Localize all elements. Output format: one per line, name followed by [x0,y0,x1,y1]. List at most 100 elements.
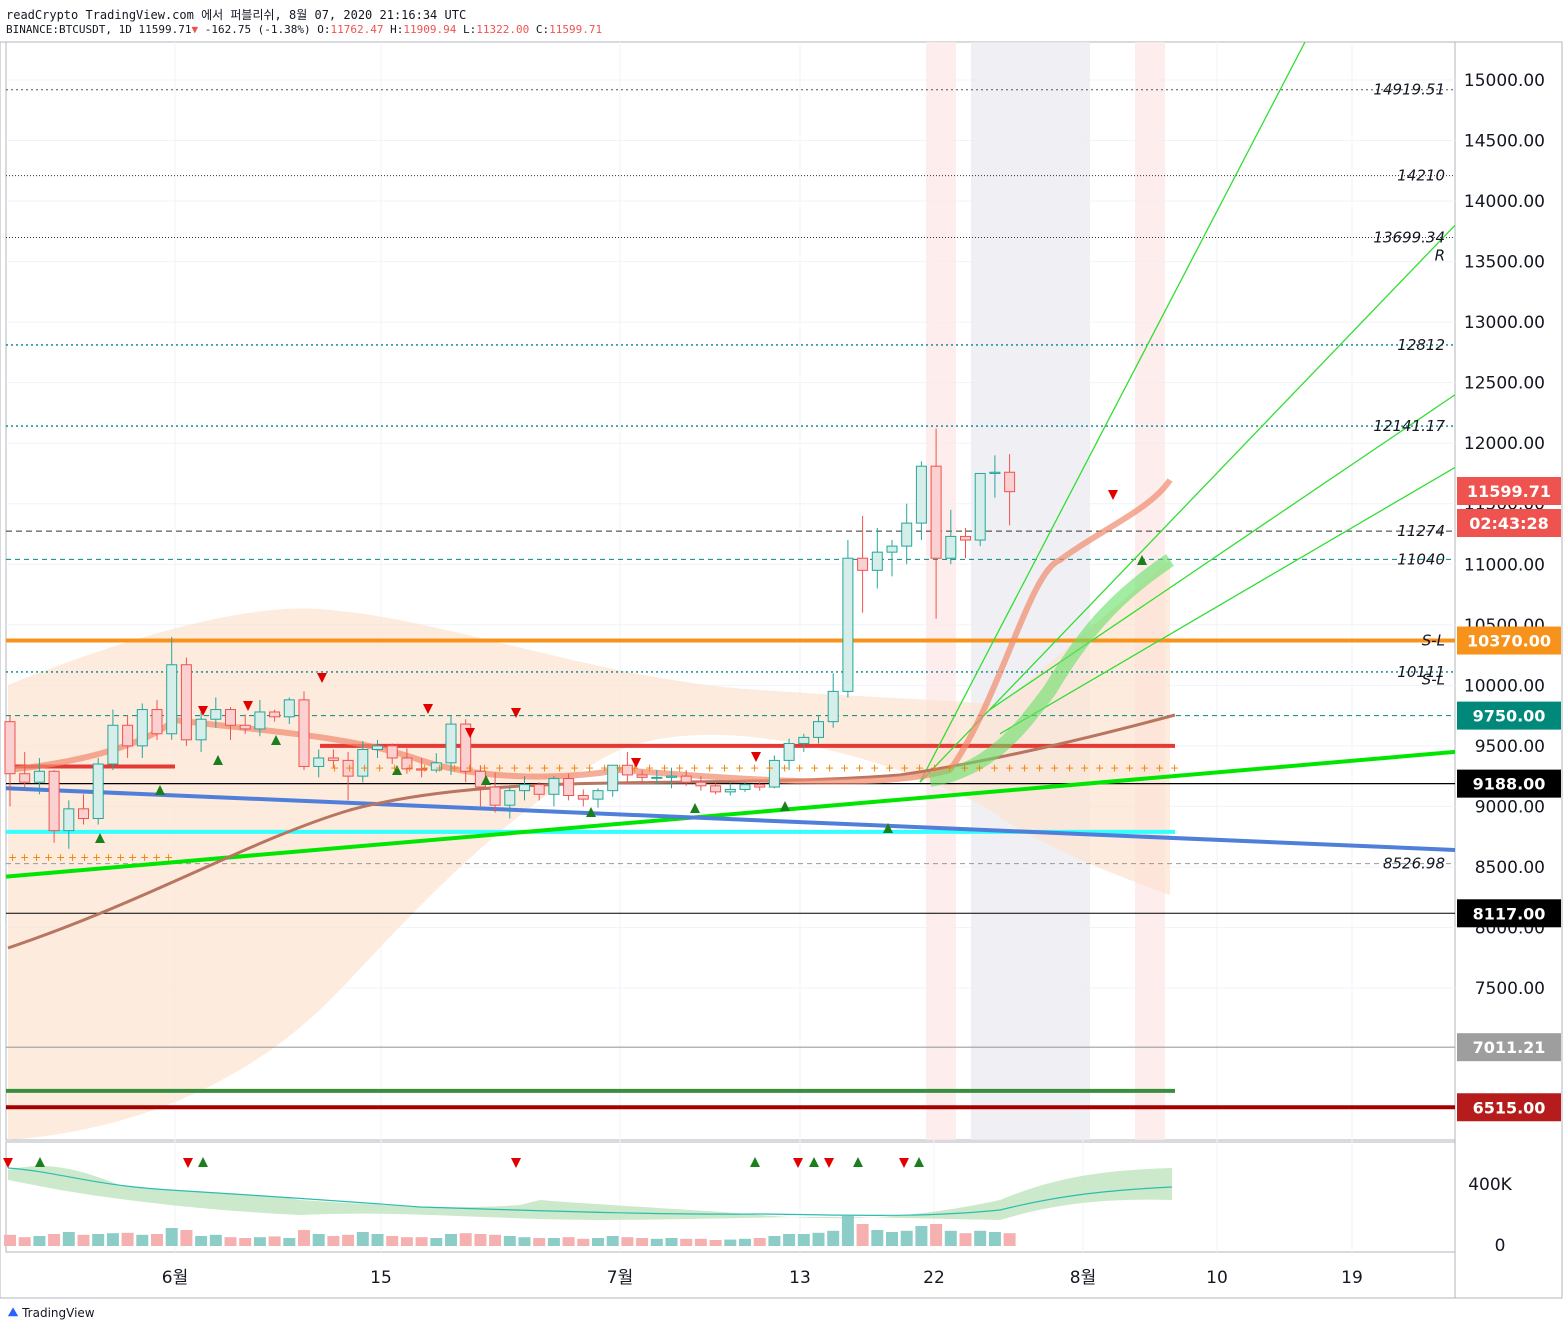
y-tick-label: 13000.00 [1464,313,1545,333]
stop-dot: + [525,762,534,775]
candle-body [122,724,134,747]
sell-arrow-icon [317,673,327,683]
volume-bar [680,1238,693,1246]
sell-signal-icon [511,1158,521,1168]
volume-bar [577,1238,590,1246]
y-tick-label: 7500.00 [1475,979,1545,999]
volume-bar [151,1234,163,1246]
buy-arrow-icon [271,735,281,745]
candle-body [298,699,310,767]
stop-dot: + [780,762,789,775]
highlight-band [971,42,1090,1140]
price-tag-bg [1457,899,1561,928]
low-value: 11322.00 [476,23,530,36]
price-tag-bg [1457,626,1561,655]
price-tag: 10370.00 [1457,626,1561,655]
candle [710,783,722,795]
price-tag-bg [1457,1093,1561,1122]
stop-dot: + [1125,762,1134,775]
candle-body [945,535,957,559]
volume-bar [606,1236,619,1246]
volume-bar [797,1234,810,1246]
stop-dot: + [750,762,759,775]
stop-dot: + [705,762,714,775]
down-arrow-icon: ▼ [191,23,199,36]
stop-dot: + [44,851,53,864]
candle [504,787,516,819]
x-tick-label: 19 [1341,1268,1363,1288]
candle-body [195,718,207,741]
candle-body [239,724,251,730]
candle [92,757,104,825]
candle [1004,454,1016,526]
candle [4,715,16,807]
stop-dot: + [420,762,429,775]
candle-body [460,723,472,772]
volume-bar [827,1230,840,1246]
volume-bar [121,1232,134,1246]
level-label: 14210 [1397,167,1445,185]
sell-signal-icon [3,1158,13,1168]
candle-body [401,757,413,770]
price-tag-label: 9750.00 [1473,707,1546,726]
volume-bar [592,1238,604,1246]
buy-arrow-icon [586,807,596,817]
sell-arrow-icon [423,704,433,714]
stop-dot: + [825,762,834,775]
volume-bar [195,1236,208,1246]
stop-dot: + [164,851,173,864]
stop-dot: + [1095,762,1104,775]
sell-signal-icon [824,1158,834,1168]
candle-body [151,709,163,735]
candle [225,707,236,740]
ma-short [7,478,1173,785]
volume-bar [62,1232,75,1246]
candle [180,657,192,746]
volume-bar [342,1234,355,1246]
candle [680,770,692,786]
candle [813,715,824,744]
candle-body [92,763,104,820]
stop-dot: + [510,762,519,775]
stop-dot: + [450,762,459,775]
stop-dot: + [80,851,89,864]
candle-body [754,784,766,788]
buy-arrow-icon [392,765,402,775]
volume-bar [180,1230,193,1246]
candle-body [548,778,560,795]
candle [210,697,222,728]
stop-dot: + [735,762,744,775]
volume-bar [915,1226,928,1246]
volume-bar [92,1234,105,1246]
candle [401,748,413,774]
stop-dot: + [855,762,864,775]
candle [372,739,383,758]
volume-cloud [8,1165,1172,1220]
candle [695,776,707,791]
highlight-band [926,42,956,1140]
level-label: S-L [1422,670,1445,688]
price-tag-label: 7011.21 [1473,1038,1546,1057]
stop-dot: + [92,851,101,864]
candle-body [798,736,810,744]
sell-arrow-icon [1108,490,1118,500]
candle-body [372,745,383,750]
candle-body [489,786,501,806]
candle [636,770,648,785]
candle-body [621,764,633,776]
candle-body [974,472,986,541]
stop-dot: + [68,851,77,864]
candle [136,703,148,758]
candle [445,715,457,775]
price-tag: 9188.00 [1457,769,1561,798]
volume-bar [430,1238,443,1246]
candle-body [960,535,971,541]
uptrend-line [5,749,1456,879]
tradingview-logo[interactable]: ⛰ TradingView [8,1305,95,1320]
candle-body [445,723,457,764]
candle [313,749,325,778]
sell-signal-icon [183,1158,193,1168]
candle [430,753,442,773]
volume-bar [665,1238,678,1246]
